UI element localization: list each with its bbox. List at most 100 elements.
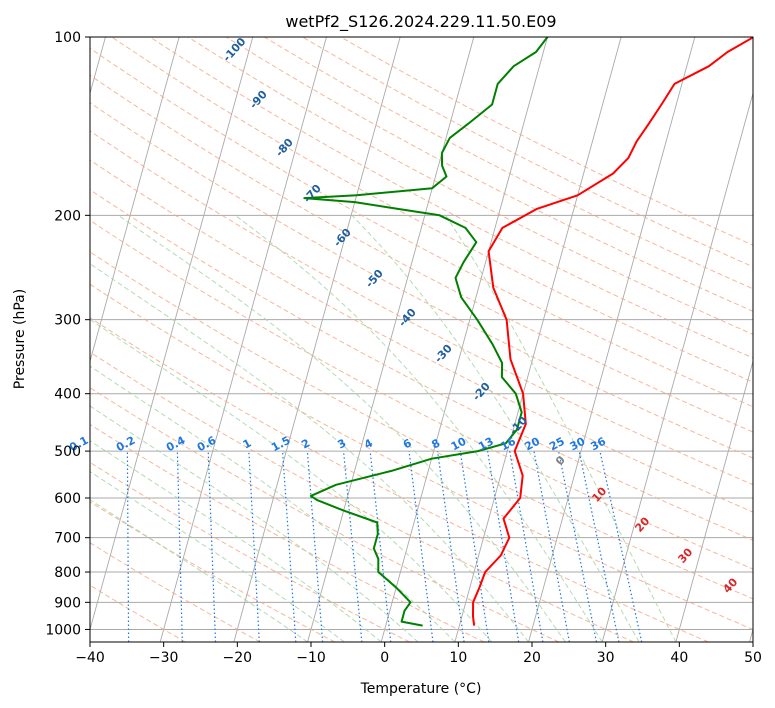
isotherm-label: -20: [470, 380, 493, 404]
moist-adiabat: [90, 365, 456, 642]
x-tick-label: 50: [744, 650, 762, 666]
isotherm-label: -100: [220, 35, 248, 64]
y-tick-label: 600: [54, 491, 81, 507]
dry-adiabat: [149, 37, 753, 359]
mixing-ratio-line: [281, 451, 297, 642]
x-tick-label: 0: [380, 650, 389, 666]
x-tick-label: −20: [223, 650, 253, 666]
mixing-ratio-line: [126, 451, 130, 642]
y-axis-label: Pressure (hPa): [12, 289, 28, 389]
x-tick-label: −30: [149, 650, 179, 666]
mixing-ratio-line: [509, 450, 544, 642]
mixing-ratio-label: 20: [522, 435, 542, 454]
x-tick-label: 40: [670, 650, 688, 666]
series-layer: [303, 37, 753, 627]
isotherm: [675, 359, 753, 642]
dry-adiabat: [90, 130, 753, 486]
chart-title: wetPf2_S126.2024.229.11.50.E09: [285, 12, 556, 32]
y-tick-label: 900: [54, 595, 81, 611]
moist-adiabat: [445, 215, 677, 642]
x-tick-label: 10: [449, 650, 467, 666]
y-tick-label: 1000: [45, 622, 81, 638]
dry-adiabat: [90, 584, 186, 642]
mixing-ratio-label: 36: [588, 435, 608, 454]
moist-adiabat: [351, 214, 640, 642]
moist-adiabat: [90, 440, 382, 642]
isotherm-label: -10: [507, 414, 530, 438]
mixing-ratio-line: [487, 451, 520, 642]
dry-adiabat: [90, 251, 753, 600]
y-tick-label: 700: [54, 531, 81, 547]
y-tick-label: 500: [54, 444, 81, 460]
dry-adiabat: [90, 317, 709, 642]
isotherm: [454, 37, 622, 642]
isotherm: [233, 37, 401, 642]
mixing-ratio-line: [436, 451, 465, 642]
mixing-ratio-line: [408, 451, 434, 642]
mixing-ratio-line: [459, 451, 490, 642]
isotherm-label: -60: [331, 226, 354, 250]
y-tick-label: 100: [54, 30, 81, 46]
isotherm-label: -90: [247, 88, 270, 112]
x-tick-label: −10: [296, 650, 326, 666]
y-tick-label: 200: [54, 208, 81, 224]
mixing-ratio-label: 13: [476, 435, 496, 454]
moist-adiabat: [234, 214, 603, 642]
mixing-ratio-line: [578, 450, 620, 642]
mixing-ratio-line: [533, 450, 570, 642]
isotherm: [528, 37, 696, 642]
mixing-ratio-label: 25: [547, 435, 567, 454]
x-tick-label: 30: [597, 650, 615, 666]
y-axis: 100 200 300 400 500 600 700 800 900 1000: [45, 30, 90, 638]
x-axis-label: Temperature (°C): [360, 681, 482, 697]
isotherm-label: 10: [589, 484, 609, 504]
moist-adiabat: [90, 263, 529, 642]
isotherm-label: -80: [273, 136, 296, 160]
y-tick-label: 800: [54, 565, 81, 581]
y-tick-label: 300: [54, 313, 81, 329]
mixing-ratio-label: 6: [401, 436, 414, 451]
dry-adiabat: [90, 351, 634, 642]
mixing-ratio-label: 3: [335, 436, 348, 451]
x-tick-label: 20: [523, 650, 541, 666]
y-tick-label: 400: [54, 387, 81, 403]
mixing-ratio-line: [599, 450, 643, 642]
x-axis: −40 −30 −20 −10 0 10 20 30 40 50: [75, 642, 762, 666]
mixing-ratio-line: [558, 450, 598, 642]
isotherm: [380, 37, 548, 642]
dry-adiabat: [90, 542, 261, 642]
reference-lines: [90, 37, 753, 642]
dry-adiabat: [111, 37, 753, 383]
dewpoint-profile-line: [303, 37, 549, 627]
isotherm-label: 30: [675, 545, 695, 565]
dry-adiabat: [90, 102, 753, 459]
isotherm-label: -50: [363, 267, 386, 291]
dry-adiabat: [302, 37, 753, 268]
moist-adiabat: [90, 405, 419, 642]
isotherm-label: -30: [432, 342, 455, 366]
x-tick-label: −40: [75, 650, 105, 666]
dry-adiabat: [90, 423, 485, 642]
moist-adiabat: [90, 318, 493, 642]
isotherm: [90, 37, 254, 632]
plot-frame: [89, 36, 754, 643]
dry-adiabat: [90, 387, 560, 642]
dry-adiabat: [90, 461, 410, 642]
dry-adiabat: [90, 283, 753, 630]
temperature-profile-line: [472, 37, 753, 626]
dry-adiabat: [187, 37, 753, 335]
isotherm: [601, 91, 753, 642]
dry-adiabat: [90, 74, 753, 433]
moist-adiabat: [90, 499, 308, 642]
mixing-ratio-label: 4: [362, 436, 375, 451]
mixing-ratio-label: 10: [449, 435, 469, 454]
isotherm-label: -70: [301, 182, 324, 206]
isotherm-label: 0: [553, 453, 568, 468]
isotherm: [159, 37, 327, 642]
dry-adiabat: [90, 219, 753, 570]
mixing-ratio-line: [248, 451, 260, 642]
dry-adiabat: [264, 37, 753, 290]
dry-adiabat: [90, 501, 336, 642]
mixing-ratio-label: 30: [568, 435, 588, 454]
moist-adiabat: [117, 214, 566, 642]
